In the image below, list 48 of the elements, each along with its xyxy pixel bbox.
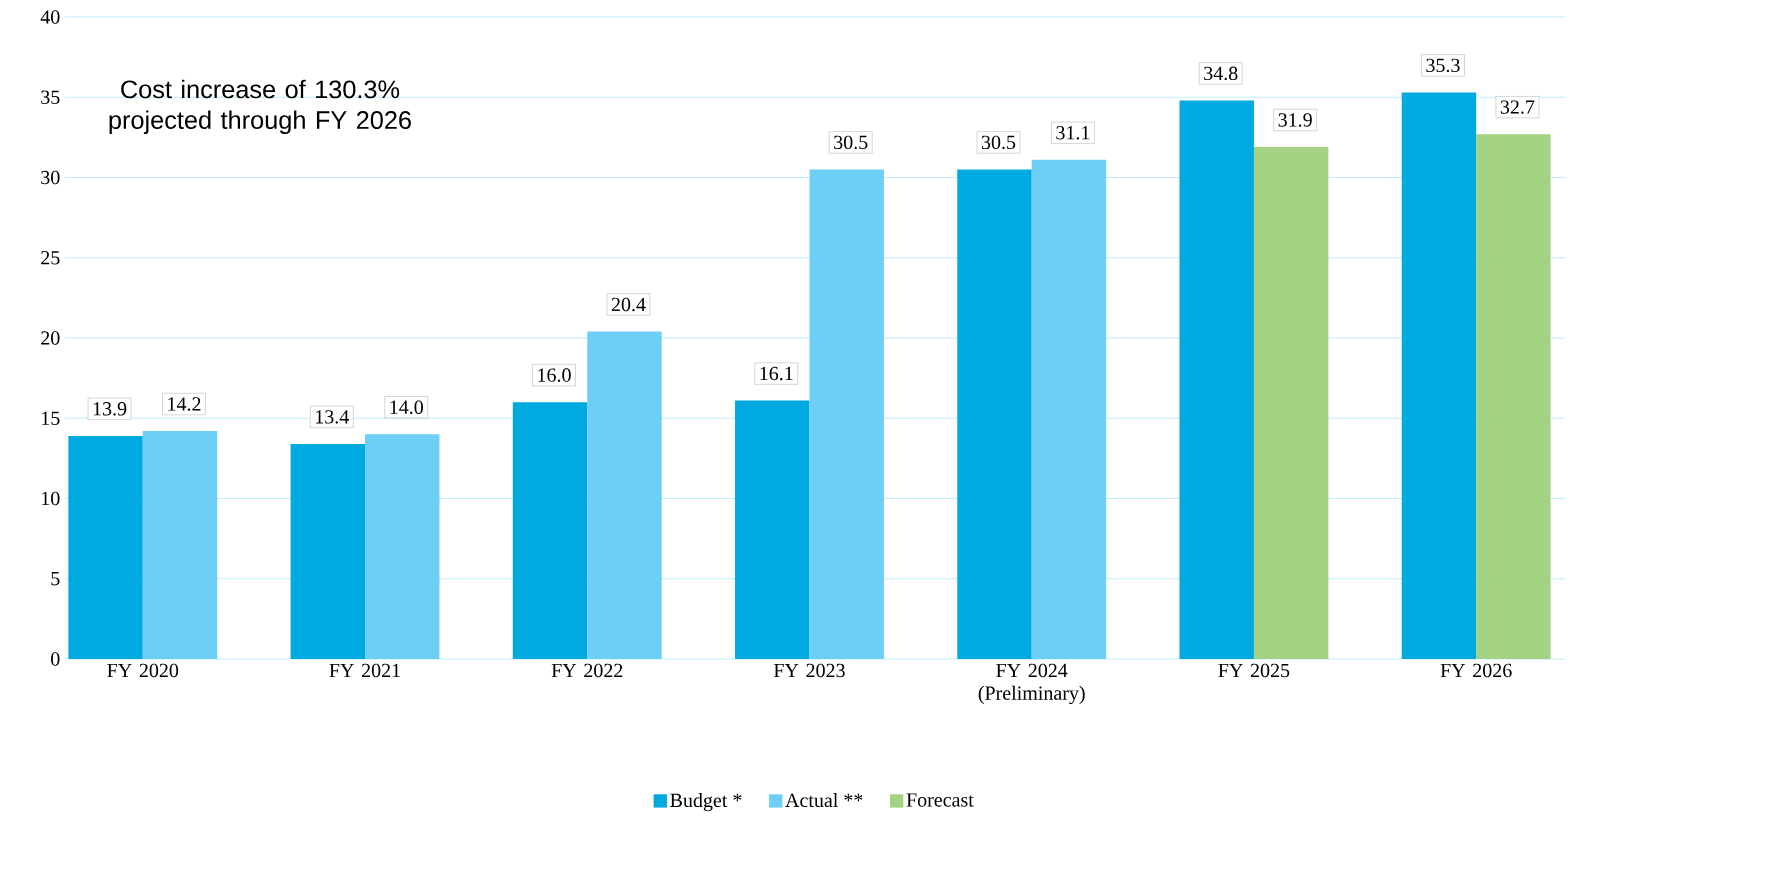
annotation: Cost increase of 130.3% projected through FY 2026: [109, 79, 411, 135]
bar: [1179, 100, 1254, 659]
data-label: 13.9: [93, 402, 127, 416]
data-label: 14.0: [390, 400, 423, 415]
bar: [290, 443, 366, 659]
bar: [1253, 147, 1329, 659]
bar: [587, 331, 662, 659]
y-tick-label: 25: [41, 251, 60, 265]
x-tick-label: FY 2023: [773, 663, 845, 678]
legend-label: Forecast: [906, 793, 974, 807]
data-label: 13.4: [316, 410, 349, 424]
data-label: 16.1: [760, 366, 793, 381]
y-tick-label: 15: [42, 411, 60, 425]
y-tick-label: 5: [51, 572, 60, 586]
data-label: 20.4: [611, 297, 646, 312]
y-tick-label: 10: [42, 491, 60, 506]
y-tick-label: 0: [51, 652, 60, 666]
data-label: 32.7: [1500, 100, 1535, 114]
bar: [365, 434, 440, 659]
bar: [142, 431, 218, 659]
data-label: 16.0: [538, 368, 571, 382]
x-tick-label: FY 2024 (Preliminary): [978, 663, 1085, 704]
bar: [68, 435, 143, 659]
bar: [735, 400, 810, 659]
y-tick-label: 35: [41, 90, 60, 104]
x-tick-label: FY 2022: [551, 663, 623, 678]
bar: [1476, 134, 1551, 659]
y-tick-label: 30: [41, 170, 60, 185]
data-label: 14.2: [168, 397, 201, 411]
x-tick-label: FY 2025: [1218, 663, 1290, 678]
x-tick-label: FY 2026: [1440, 663, 1512, 678]
bar: [809, 169, 884, 659]
y-tick-label: 20: [41, 331, 60, 345]
bar: [1031, 159, 1107, 659]
legend-label: Budget *: [670, 793, 742, 812]
x-tick-label: FY 2020: [107, 663, 179, 678]
legend-label: Actual **: [785, 793, 863, 808]
data-label: 31.9: [1278, 113, 1312, 127]
bar: [512, 402, 588, 659]
x-tick-label: FY 2021: [329, 663, 400, 678]
data-label: 35.3: [1426, 58, 1460, 73]
y-tick-label: 40: [40, 10, 60, 24]
bar: [957, 169, 1032, 659]
data-label: 30.5: [981, 135, 1016, 150]
data-label: 30.5: [834, 135, 868, 150]
data-label: 34.8: [1204, 66, 1238, 81]
data-label: 31.1: [1056, 126, 1090, 140]
bar: [1401, 92, 1477, 659]
